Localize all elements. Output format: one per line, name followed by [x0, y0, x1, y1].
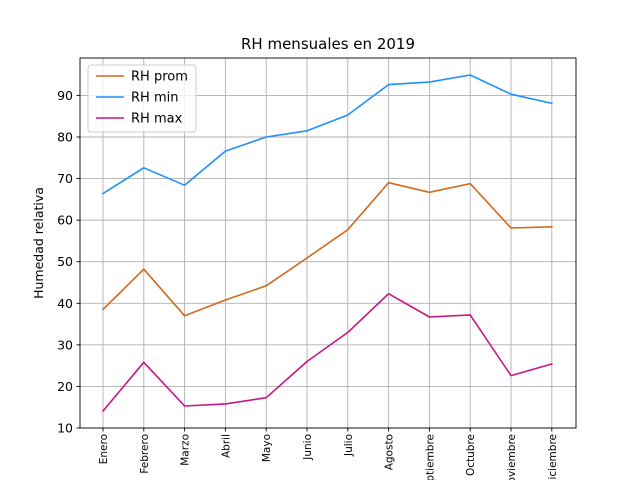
- x-tick-label: Enero: [98, 434, 110, 464]
- x-tick-label: Mayo: [261, 434, 273, 462]
- y-tick-label: 80: [57, 129, 73, 144]
- legend-entry: RH min: [131, 91, 178, 106]
- x-tick-label: Diciembre: [547, 434, 559, 480]
- x-tick-label: Noviembre: [506, 434, 518, 480]
- x-tick-label: Junio: [302, 434, 314, 461]
- y-tick-label: 10: [57, 421, 73, 436]
- x-tick-label: Agosto: [384, 434, 396, 470]
- y-tick-label: 50: [57, 254, 73, 269]
- x-tick-label: Septiembre: [424, 434, 436, 480]
- series-line-rh-min: [101, 74, 553, 195]
- ticks: Enero Febrero Marzo Abril Mayo Junio Julio Agos…: [57, 88, 559, 480]
- x-tick-label: Marzo: [180, 434, 192, 466]
- y-tick-label: 30: [57, 337, 73, 352]
- series-line-rh-max: [101, 292, 553, 413]
- y-tick-label: 60: [57, 213, 73, 228]
- legend-entry: RH max: [131, 112, 183, 127]
- chart-title: RH mensuales en 2019: [241, 35, 415, 53]
- series-group: [101, 74, 553, 413]
- y-tick-label: 90: [57, 88, 73, 103]
- x-tick-label: Abril: [220, 434, 232, 458]
- legend-entry: RH prom: [131, 70, 188, 85]
- y-tick-label: 20: [57, 379, 73, 394]
- y-axis-label: Humedad relativa: [31, 187, 46, 299]
- x-tick-label: Julio: [343, 434, 355, 457]
- legend-box: [87, 64, 197, 133]
- y-tick-label: 40: [57, 296, 73, 311]
- series-line-rh-prom: [101, 181, 553, 317]
- x-tick-label: Octubre: [465, 434, 477, 476]
- y-tick-label: 70: [57, 171, 73, 186]
- plot-frame: [79, 57, 577, 429]
- legend: RH prom RH min RH max: [87, 64, 197, 133]
- x-tick-label: Febrero: [139, 434, 151, 474]
